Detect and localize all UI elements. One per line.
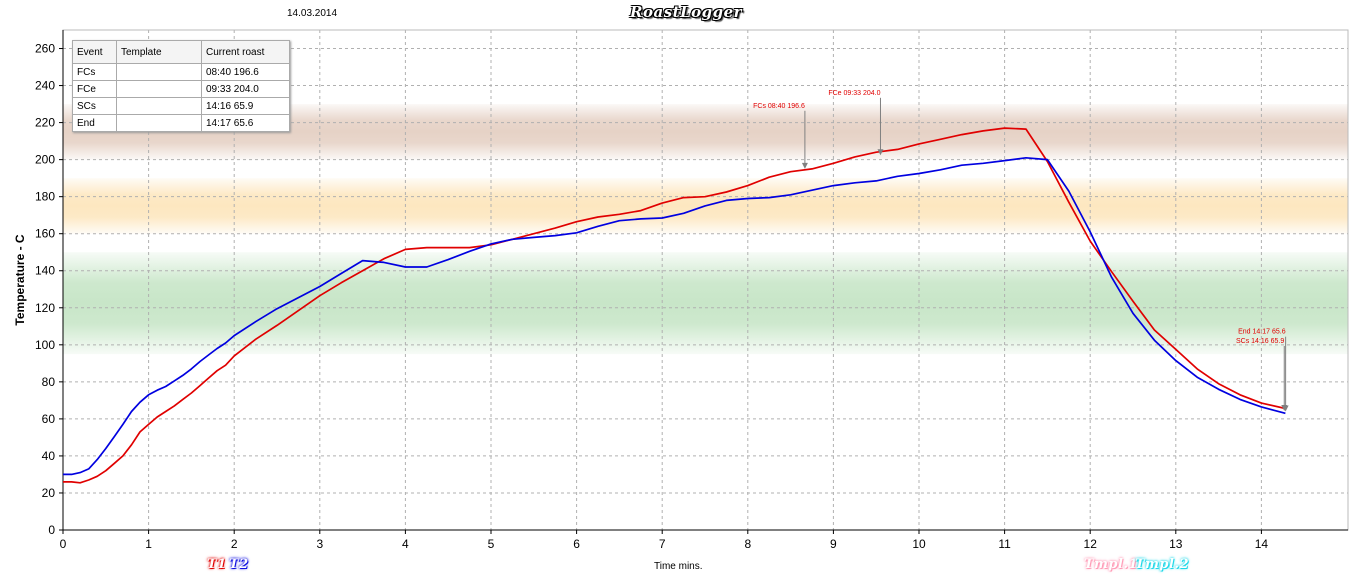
y-tick-label: 20 [42, 486, 56, 500]
template-cell [116, 63, 202, 81]
x-tick-label: 6 [573, 537, 580, 551]
x-tick-label: 11 [998, 537, 1011, 551]
x-tick-label: 0 [60, 537, 67, 551]
event-cell: FCs [72, 63, 117, 81]
y-tick-label: 140 [35, 264, 55, 278]
x-tick-label: 13 [1169, 537, 1183, 551]
y-tick-label: 240 [35, 79, 55, 93]
event-cell: End [72, 114, 117, 132]
x-tick-label: 5 [488, 537, 495, 551]
x-tick-label: 8 [744, 537, 751, 551]
current-cell: 14:16 65.9 [201, 97, 290, 115]
annotation-arrow-head [877, 149, 884, 156]
events-table-header: Event Template Current roast [72, 40, 290, 64]
y-tick-label: 180 [35, 190, 55, 204]
y-tick-labels: 0 20 40 60 80 100 120 140 160 180 200 220 240 260 [35, 42, 63, 537]
x-axis-title: Time mins. [654, 561, 703, 572]
y-tick-label: 200 [35, 153, 55, 167]
y-tick-label: 80 [42, 375, 56, 389]
table-row: FCe 09:33 204.0 [72, 80, 290, 98]
x-tick-label: 3 [316, 537, 323, 551]
x-tick-label: 9 [830, 537, 837, 551]
y-tick-label: 260 [35, 42, 55, 56]
events-table: Event Template Current roast FCs 08:40 1… [72, 40, 290, 132]
table-row: FCs 08:40 196.6 [72, 63, 290, 81]
event-annotations: FCs 08:40 196.6 FCe 09:33 204.0 End 14:17 … [753, 90, 1289, 412]
annotation-arrow-head [1281, 404, 1288, 411]
roast-zone-bands [63, 104, 1348, 355]
event-cell: SCs [72, 97, 117, 115]
event-cell: FCe [72, 80, 117, 98]
template-cell [116, 97, 202, 115]
app-title-logo: RoastLogger [630, 3, 743, 21]
y-tick-label: 160 [35, 227, 55, 241]
series-line-t1 [63, 127, 1286, 484]
x-tick-labels: 0 1 2 3 4 5 6 7 8 9 10 11 12 13 14 [60, 530, 1269, 551]
y-tick-label: 60 [42, 412, 56, 426]
x-tick-label: 1 [145, 537, 152, 551]
x-tick-label: 2 [231, 537, 238, 551]
col-header-current-roast: Current roast [201, 40, 290, 64]
annotation-label: End 14:17 65.6 [1238, 329, 1286, 336]
x-tick-label: 14 [1255, 537, 1269, 551]
x-tick-label: 10 [912, 537, 926, 551]
x-tick-label: 4 [402, 537, 409, 551]
table-row: End 14:17 65.6 [72, 114, 290, 132]
col-header-template: Template [116, 40, 202, 64]
series-lines [63, 127, 1286, 484]
chart-axes [62, 29, 1349, 531]
series-line-t2 [63, 156, 1286, 476]
annotation-label: FCs 08:40 196.6 [753, 103, 805, 110]
legend-t2-toggle[interactable]: T2 [229, 557, 249, 572]
current-cell: 09:33 204.0 [201, 80, 290, 98]
x-tick-label: 12 [1084, 537, 1098, 551]
x-tick-label: 7 [659, 537, 666, 551]
y-tick-label: 120 [35, 301, 55, 315]
template-cell [116, 80, 202, 98]
y-tick-label: 40 [42, 449, 56, 463]
legend-tmpl1-toggle[interactable]: Tmpl.1 [1084, 557, 1139, 572]
col-header-event: Event [72, 40, 117, 64]
chart-grid [63, 30, 1348, 530]
current-cell: 14:17 65.6 [201, 114, 290, 132]
annotation-label: FCe 09:33 204.0 [828, 90, 880, 97]
legend-tmpl2-toggle[interactable]: Tmpl.2 [1135, 557, 1190, 572]
y-tick-label: 220 [35, 116, 55, 130]
annotation-label: SCs 14:16 65.9 [1236, 338, 1284, 345]
y-axis-title: Temperature - C [13, 234, 27, 325]
template-cell [116, 114, 202, 132]
y-tick-label: 0 [48, 523, 55, 537]
table-row: SCs 14:16 65.9 [72, 97, 290, 115]
roast-date: 14.03.2014 [287, 8, 338, 19]
current-cell: 08:40 196.6 [201, 63, 290, 81]
y-tick-label: 100 [35, 338, 55, 352]
legend-t1-toggle[interactable]: T1 [207, 557, 227, 572]
annotation-arrow-head [801, 162, 808, 169]
